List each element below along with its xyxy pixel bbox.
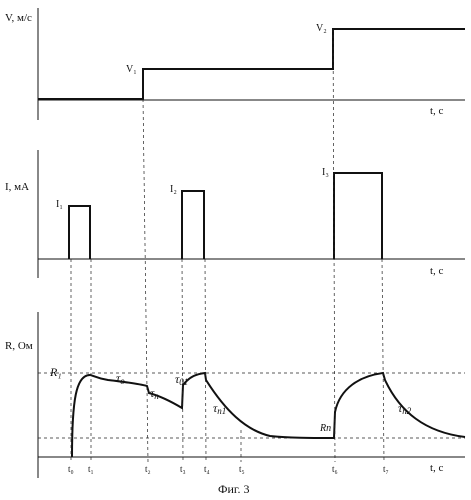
tau-n-label: τп (150, 386, 159, 401)
velocity-time-label: t, с (430, 105, 444, 117)
current-pulse-1 (69, 206, 90, 259)
current-panel: I, мА t, с I₁ I₂ I₃ (5, 150, 465, 278)
velocity-v2-label: V₂ (316, 23, 327, 34)
current-pulse-3 (334, 173, 382, 259)
tick-t5: t₅ (239, 464, 245, 474)
tick-t4: t₄ (204, 464, 210, 474)
r1-label: R₁ (49, 365, 62, 379)
velocity-axis-label: V, м/с (5, 12, 32, 24)
tau-n2-label: τп2 (398, 401, 412, 416)
current-pulse-2 (182, 191, 204, 259)
resistance-axis-label: R, Ом (5, 340, 33, 352)
velocity-v1-label: V₁ (126, 64, 137, 75)
current-axis-label: I, мА (5, 181, 29, 193)
tick-t2: t₂ (145, 464, 151, 474)
figure-caption: Фиг. 3 (218, 482, 249, 496)
tick-t0: t₀ (68, 464, 74, 474)
tick-t7: t₇ (383, 464, 389, 474)
velocity-step-trace (38, 29, 465, 99)
event-guide-lines (71, 29, 384, 462)
guide-t2 (143, 99, 148, 462)
current-i3-label: I₃ (322, 167, 329, 178)
current-time-label: t, с (430, 265, 444, 277)
tick-t1: t₁ (88, 464, 94, 474)
resistance-time-label: t, с (430, 462, 444, 474)
tau-n1-label: τп1 (213, 401, 226, 416)
guide-t4 (205, 259, 206, 462)
current-i2-label: I₂ (170, 184, 177, 195)
current-i1-label: I₁ (56, 199, 63, 210)
guide-t7 (382, 259, 384, 462)
tick-t6: t₆ (332, 464, 338, 474)
resistance-panel: R, Ом t, с R₁ Rп τo τп τ01 τп1 τп2 t₀ t₁… (5, 312, 465, 478)
tau-o1-label: τ01 (175, 372, 188, 387)
tick-t3: t₃ (180, 464, 186, 474)
rn-label: Rп (319, 423, 331, 434)
guide-t3 (182, 259, 183, 462)
velocity-panel: V, м/с t, с V₁ V₂ (5, 8, 465, 120)
